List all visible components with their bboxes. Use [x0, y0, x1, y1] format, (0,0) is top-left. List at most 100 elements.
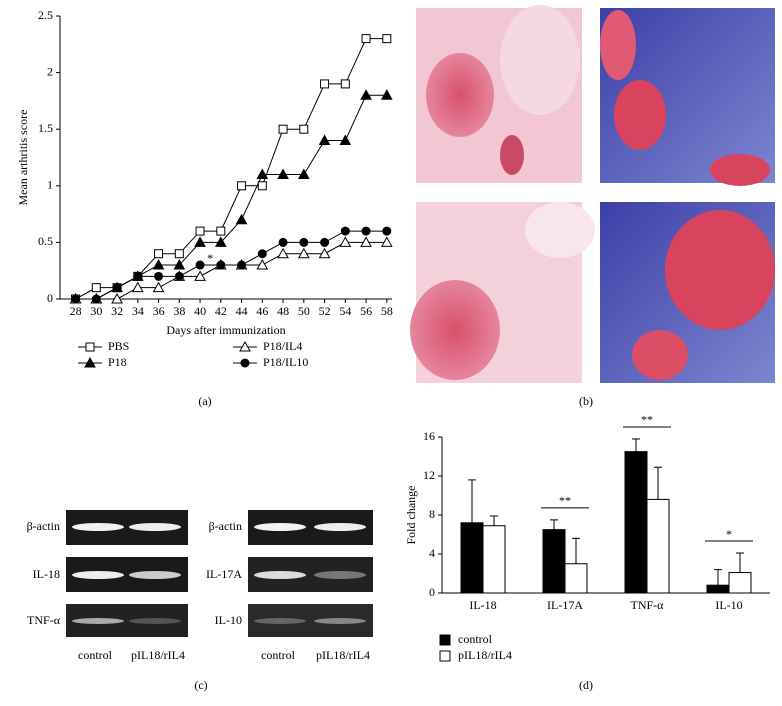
band	[129, 523, 181, 531]
marker	[194, 270, 206, 281]
marker	[256, 168, 269, 179]
marker	[194, 236, 206, 247]
bar	[728, 572, 752, 594]
marker	[133, 271, 143, 281]
gel-row-label: IL-10	[215, 613, 242, 627]
panel-label: (c)	[194, 678, 207, 692]
x-tick-label: 36	[153, 304, 165, 318]
marker	[216, 226, 226, 236]
marker	[339, 134, 352, 146]
gel: β-actin IL-18 TNF-α β-actin IL-17A IL-10…	[27, 510, 373, 662]
marker	[320, 79, 330, 89]
bar	[624, 451, 648, 594]
x-tick-label: 58	[381, 304, 393, 318]
gel-lane-label: pIL18/rIL4	[316, 648, 370, 662]
marker	[257, 249, 267, 259]
tissue	[500, 135, 524, 175]
x-tick-label: 56	[360, 304, 372, 318]
x-tick-label: IL-17A	[547, 598, 583, 612]
marker	[278, 237, 288, 247]
legend-label: P18/IL10	[263, 355, 308, 369]
marker	[174, 271, 184, 281]
marker	[174, 249, 184, 259]
x-tick-label: 48	[277, 304, 289, 318]
significance-label: **	[641, 413, 653, 427]
marker	[277, 168, 289, 179]
bar	[460, 522, 484, 594]
band	[254, 523, 306, 531]
line	[75, 241, 387, 300]
x-axis-label: Days after immunization	[166, 323, 285, 337]
marker	[152, 281, 165, 293]
marker	[91, 294, 101, 304]
marker	[216, 260, 226, 270]
marker	[111, 292, 123, 304]
marker	[277, 247, 289, 259]
histology	[410, 5, 775, 383]
gel-row-label: TNF-α	[27, 613, 61, 627]
band	[72, 618, 124, 624]
legend-label: P18	[108, 355, 127, 369]
x-tick-label: 38	[173, 304, 185, 318]
y-axis-label: Mean arthritis score	[16, 110, 30, 206]
band	[314, 571, 366, 579]
tissue	[426, 53, 494, 137]
marker	[278, 124, 288, 134]
y-tick-label: 2	[47, 64, 53, 78]
marker	[380, 89, 393, 100]
marker	[257, 181, 267, 191]
tissue	[632, 330, 688, 380]
bar	[564, 563, 588, 594]
band	[72, 571, 124, 579]
marker	[235, 213, 248, 225]
marker	[112, 283, 122, 293]
x-tick-label: 34	[132, 304, 144, 318]
line	[75, 38, 387, 300]
y-axis-label: Fold change	[404, 486, 418, 545]
marker	[360, 89, 372, 100]
marker	[318, 134, 331, 146]
bar	[542, 529, 566, 594]
marker	[360, 236, 372, 247]
x-tick-label: 46	[256, 304, 268, 318]
tissue	[710, 154, 770, 186]
marker	[214, 236, 227, 247]
significance-label: *	[726, 527, 732, 541]
line	[75, 230, 387, 300]
legend-label: PBS	[108, 339, 129, 353]
tissue	[500, 5, 580, 115]
band	[314, 523, 366, 531]
x-tick-label: 42	[215, 304, 227, 318]
band	[314, 618, 366, 624]
marker	[320, 237, 330, 247]
legend-swatch	[439, 634, 451, 646]
panel-label: (d)	[579, 678, 593, 692]
band	[129, 571, 181, 579]
marker	[361, 226, 371, 236]
y-tick-label: 0	[429, 585, 435, 599]
marker	[84, 356, 96, 368]
bar	[482, 525, 506, 594]
panel-label: (a)	[198, 394, 211, 408]
marker	[237, 260, 247, 270]
band	[254, 618, 306, 624]
marker	[173, 259, 186, 270]
y-tick-label: 8	[429, 507, 435, 521]
y-tick-label: 1	[47, 178, 53, 192]
marker	[154, 249, 164, 259]
marker	[71, 294, 81, 304]
marker	[240, 358, 250, 368]
gel-row-label: IL-17A	[206, 567, 242, 581]
tissue	[600, 10, 636, 80]
gel-lane-label: control	[78, 648, 113, 662]
tissue	[665, 210, 775, 330]
panel-label: (b)	[579, 394, 593, 408]
marker	[361, 34, 371, 44]
x-tick-label: 54	[339, 304, 351, 318]
gel-row-label: IL-18	[33, 567, 60, 581]
x-tick-label: 50	[298, 304, 310, 318]
marker	[152, 259, 165, 270]
line	[75, 94, 387, 300]
